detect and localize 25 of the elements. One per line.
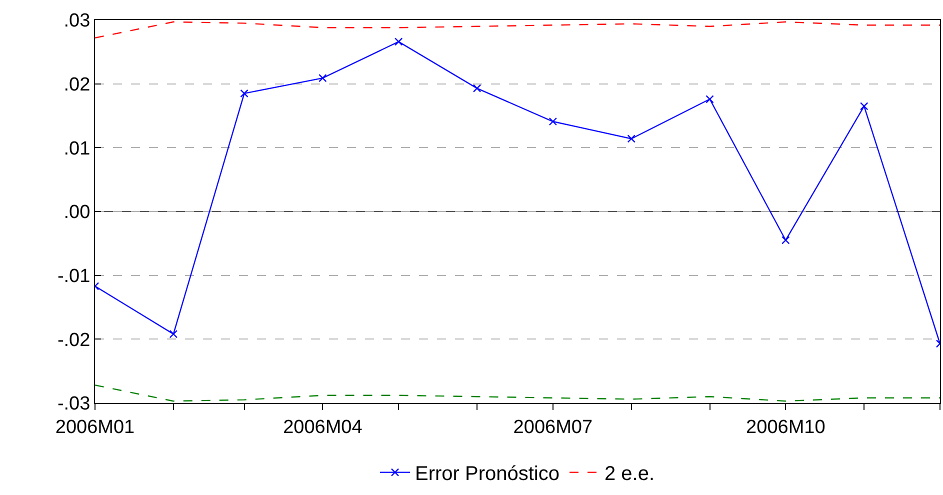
point <box>169 330 178 338</box>
y-tick-label: .02 <box>64 74 90 96</box>
y-tick-label: -.01 <box>57 266 90 287</box>
point <box>782 236 790 244</box>
point <box>394 38 403 46</box>
x-tick-label: 2006M10 <box>746 416 826 438</box>
point <box>240 89 248 98</box>
x-tick-label: 2006M01 <box>55 416 135 438</box>
point <box>860 102 868 110</box>
point <box>706 95 714 104</box>
legend-label: Error Pronóstico <box>415 463 560 486</box>
point <box>548 117 558 126</box>
point <box>472 84 482 92</box>
point <box>627 134 636 143</box>
point <box>318 74 327 82</box>
y-tick-label: .01 <box>64 138 90 160</box>
y-tick-label: .03 <box>64 10 90 32</box>
y-tick-label: .00 <box>64 202 90 224</box>
line-series <box>95 21 940 38</box>
x-tick-label: 2006M07 <box>513 416 593 438</box>
legend-label: 2 e.e. <box>604 463 655 486</box>
line-series <box>95 384 940 402</box>
x-tick-label: 2006M04 <box>283 416 363 438</box>
y-tick-label: -.03 <box>57 394 90 415</box>
y-tick-label: -.02 <box>57 330 90 351</box>
